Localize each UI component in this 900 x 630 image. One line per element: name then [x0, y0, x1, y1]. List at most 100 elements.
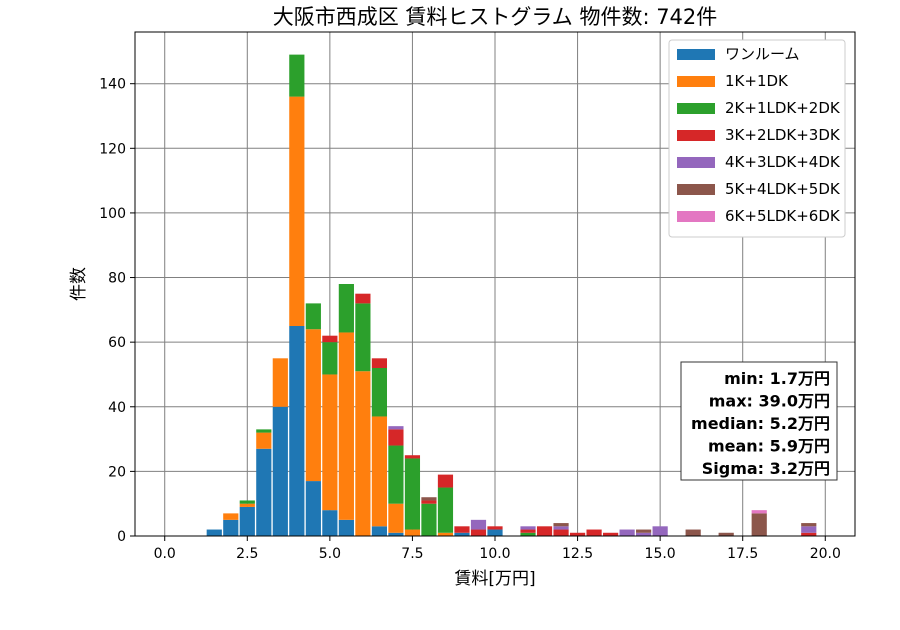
- bar-segment: [256, 432, 272, 449]
- x-tick-label: 10.0: [479, 546, 510, 562]
- bar-segment: [355, 293, 371, 304]
- bar-segment: [437, 474, 454, 488]
- bar-segment: [223, 513, 239, 520]
- bar-segment: [421, 503, 437, 536]
- bar-segment: [553, 526, 569, 530]
- bar-segment: [751, 513, 767, 536]
- chart-title: 大阪市西成区 賃料ヒストグラム 物件数: 742件: [273, 5, 718, 29]
- bar-segment: [636, 529, 652, 533]
- bar-segment: [239, 500, 255, 504]
- bar-segment: [322, 374, 338, 511]
- y-tick-label: 60: [108, 335, 126, 351]
- bar-segment: [586, 529, 602, 536]
- stats-frame: [680, 361, 838, 481]
- legend-label: ワンルーム: [725, 45, 800, 63]
- bar-segment: [388, 532, 404, 536]
- axis-ticks: 0.0 2.5 5.0 7.5 10.0 12.5 15.0 17.5 20.0 0 20 40 60 8…: [99, 77, 841, 562]
- bar-segment: [553, 529, 569, 536]
- y-tick-label: 140: [99, 77, 126, 93]
- legend-swatch: [677, 211, 715, 222]
- bar-segment: [487, 526, 503, 530]
- bar-segment: [536, 526, 553, 536]
- bar-segment: [322, 510, 338, 536]
- bar-segment: [487, 529, 503, 536]
- x-axis-label: 賃料[万円]: [454, 569, 535, 589]
- bar-segment: [470, 519, 487, 530]
- bar-segment: [355, 371, 371, 536]
- stats-line: Sigma: 3.2万円: [702, 459, 830, 478]
- legend-label: 6K+5LDK+6DK: [725, 207, 841, 225]
- x-tick-label: 20.0: [810, 546, 841, 562]
- bar-segment: [289, 96, 305, 326]
- x-tick-label: 15.0: [645, 546, 676, 562]
- legend-label: 1K+1DK: [725, 72, 789, 90]
- bar-segment: [603, 532, 619, 536]
- bar-segment: [520, 529, 536, 533]
- bar-segment: [421, 500, 437, 504]
- legend: ワンルーム 1K+1DK 2K+1LDK+2DK 3K+2LDK+3DK 4K+3LDK…: [668, 39, 846, 238]
- bar-segment: [437, 487, 454, 533]
- bar-segment: [718, 532, 734, 536]
- legend-label: 5K+4LDK+5DK: [725, 180, 841, 198]
- x-tick-label: 17.5: [727, 546, 758, 562]
- y-tick-label: 120: [99, 141, 126, 157]
- bar-segment: [322, 335, 338, 343]
- bar-segment: [454, 526, 470, 533]
- bar-segment: [322, 342, 338, 375]
- bar-segment: [553, 523, 569, 527]
- bar-segment: [470, 529, 487, 536]
- bar-segment: [239, 503, 255, 507]
- bar-segment: [404, 529, 421, 536]
- y-tick-label: 100: [99, 206, 126, 222]
- legend-swatch: [677, 184, 715, 195]
- bar-segment: [338, 519, 354, 536]
- x-tick-label: 12.5: [562, 546, 593, 562]
- bar-segment: [305, 329, 321, 482]
- y-tick-label: 20: [108, 464, 126, 480]
- bar-segment: [388, 426, 404, 430]
- bar-segment: [371, 358, 387, 368]
- bar-segment: [404, 458, 421, 530]
- bar-segment: [421, 497, 437, 501]
- bar-segment: [801, 532, 817, 536]
- stats-line: median: 5.2万円: [691, 414, 830, 433]
- bar-segment: [371, 416, 387, 527]
- legend-swatch: [677, 49, 715, 60]
- bar-segment: [569, 532, 586, 536]
- bar-segment: [801, 523, 817, 527]
- x-tick-label: 5.0: [319, 546, 341, 562]
- y-tick-label: 80: [108, 271, 126, 287]
- x-tick-label: 0.0: [154, 546, 176, 562]
- bar-segment: [619, 529, 635, 536]
- bar-segment: [404, 455, 421, 459]
- stats-box: min: 1.7万円 max: 39.0万円 median: 5.2万円 mean: …: [680, 361, 838, 481]
- stats-line: max: 39.0万円: [709, 392, 830, 411]
- stats-line: mean: 5.9万円: [708, 437, 830, 456]
- legend-swatch: [677, 76, 715, 87]
- bar-segment: [437, 532, 454, 536]
- bar-segment: [305, 481, 321, 536]
- bar-segment: [256, 429, 272, 433]
- bar-segment: [751, 510, 767, 514]
- bar-segment: [355, 303, 371, 372]
- bar-segment: [272, 358, 288, 407]
- bar-segment: [256, 448, 272, 536]
- histogram-bars: [206, 54, 817, 536]
- y-tick-label: 40: [108, 400, 126, 416]
- y-axis-label: 件数: [69, 267, 89, 301]
- legend-swatch: [677, 157, 715, 168]
- legend-swatch: [677, 103, 715, 114]
- bar-segment: [371, 526, 387, 536]
- bar-segment: [289, 326, 305, 536]
- bar-segment: [636, 532, 652, 536]
- legend-label: 3K+2LDK+3DK: [725, 126, 841, 144]
- bar-segment: [454, 532, 470, 536]
- bar-segment: [338, 332, 354, 520]
- x-tick-label: 7.5: [401, 546, 423, 562]
- bar-segment: [272, 406, 288, 536]
- bar-segment: [801, 526, 817, 533]
- bar-segment: [223, 519, 239, 536]
- bar-segment: [371, 368, 387, 417]
- legend-swatch: [677, 130, 715, 141]
